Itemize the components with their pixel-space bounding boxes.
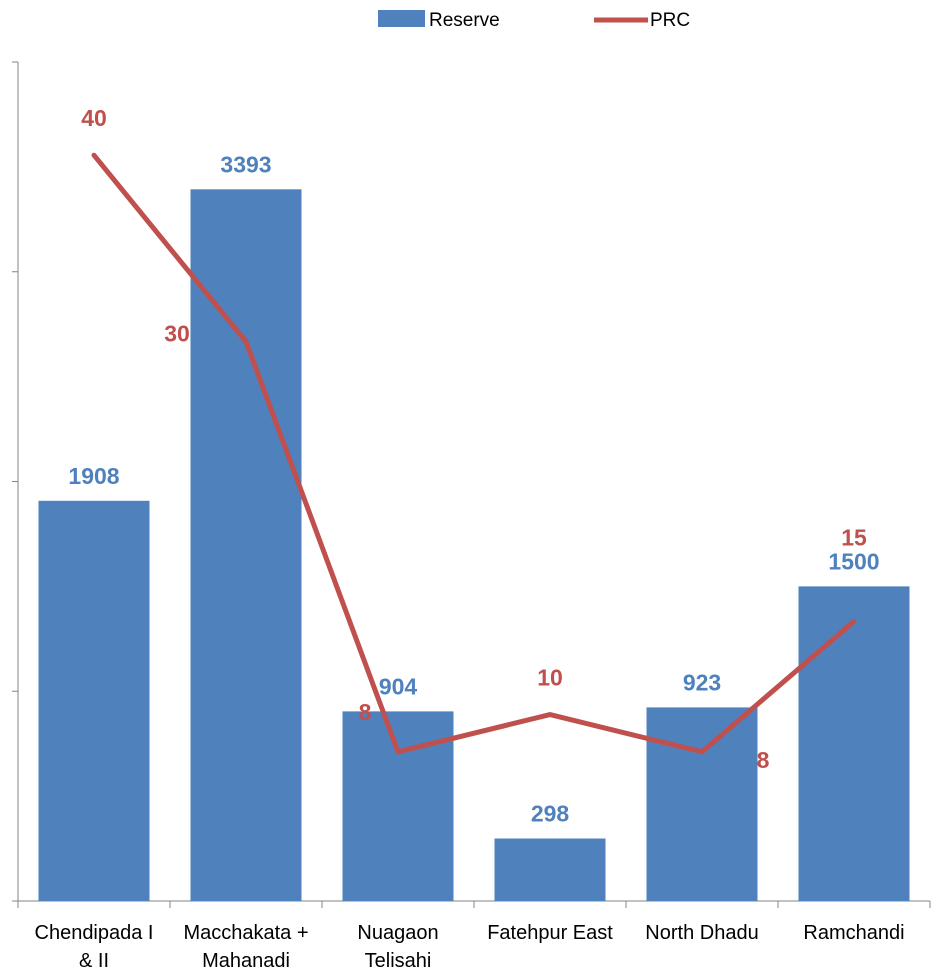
category-label-line: Mahanadi [202,950,290,972]
category-label: Chendipada I & II [35,922,154,972]
category-labels: Chendipada I & II Macchakata + Mahanadi Nuag… [35,922,905,972]
bars [38,189,910,902]
category-label-line: & II [79,950,109,972]
prc-data-label: 10 [537,665,563,691]
reserve-data-label: 1908 [68,463,119,489]
legend-label-prc: PRC [650,10,690,31]
category-label: Ramchandi [803,922,904,944]
prc-line [91,152,857,755]
category-label: Macchakata + Mahanadi [183,922,308,972]
reserve-data-label: 923 [683,669,721,695]
category-label: Nuagaon Telisahi [357,922,438,972]
reserve-bar [190,189,302,902]
category-label-line: Nuagaon [357,922,438,944]
prc-line-layer [91,152,857,755]
reserve-bar [494,838,606,901]
prc-data-label: 8 [359,699,372,725]
data-labels: 1908 3393 904 298 923 1500 40 30 8 10 8 15 [68,105,879,826]
category-label: North Dhadu [645,922,758,944]
reserve-data-label: 1500 [828,548,879,574]
category-label-line: Macchakata + [183,922,308,944]
reserve-bar [646,707,758,901]
legend-swatch-reserve [378,10,425,27]
category-label-line: Telisahi [365,950,432,972]
prc-data-label: 8 [757,747,770,773]
category-label-line: North Dhadu [645,922,758,944]
axes [12,61,931,908]
prc-data-label: 15 [841,524,867,550]
category-label-line: Ramchandi [803,922,904,944]
prc-data-label: 40 [81,105,107,131]
category-label-line: Fatehpur East [487,922,613,944]
category-label-line: Chendipada I [35,922,154,944]
reserve-data-label: 904 [379,673,418,699]
reserve-bar [798,586,910,901]
prc-data-label: 30 [164,321,190,347]
category-label: Fatehpur East [487,922,613,944]
legend: Reserve PRC [378,10,690,31]
legend-label-reserve: Reserve [429,10,500,31]
reserve-bar [38,500,150,901]
reserve-data-label: 3393 [220,151,271,177]
reserve-data-label: 298 [531,800,570,826]
